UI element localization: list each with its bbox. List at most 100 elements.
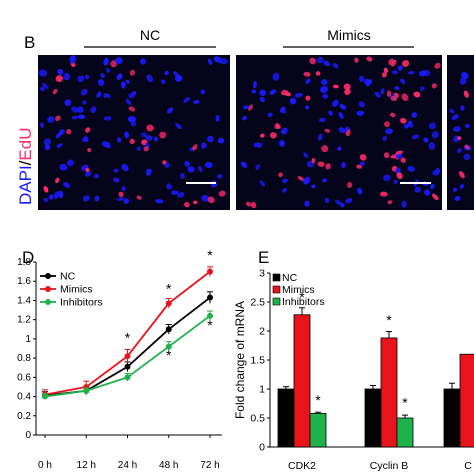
dapi-nucleus [407, 165, 415, 172]
dapi-nucleus [115, 57, 123, 65]
edu-nucleus [309, 57, 316, 65]
x-tick-label-d: 48 h [159, 460, 178, 471]
dapi-nucleus [289, 97, 297, 105]
dapi-nucleus [71, 106, 79, 113]
dapi-edu-label: DAPI/EdU [16, 128, 35, 206]
edu-nucleus [129, 69, 136, 76]
data-point-nc [124, 363, 131, 370]
bar-mimics [459, 353, 474, 448]
dapi-nucleus [55, 132, 62, 139]
dapi-nucleus [383, 174, 391, 182]
dapi-nucleus [359, 161, 366, 166]
dapi-nucleus [69, 55, 77, 64]
edu-nucleus [359, 154, 367, 161]
edu-nucleus [386, 90, 392, 97]
edu-nucleus [321, 145, 329, 153]
dapi-nucleus [71, 115, 79, 120]
x-tick-label-d: 0 h [38, 460, 52, 471]
dapi-nucleus [154, 136, 158, 142]
x-tick-label-d: 24 h [118, 460, 137, 471]
significance-star-d: * [166, 281, 172, 297]
dapi-nucleus [423, 137, 429, 143]
dapi-nucleus [56, 143, 63, 148]
dapi-nucleus [322, 178, 328, 183]
dapi-nucleus [201, 195, 210, 202]
dapi-nucleus [145, 135, 153, 141]
data-point-mimics [165, 300, 172, 307]
edu-nucleus [396, 172, 403, 179]
significance-star-e: * [315, 392, 321, 408]
legend-marker-d [45, 299, 51, 305]
cells-nc [38, 55, 228, 208]
nc-group-label: NC [140, 27, 160, 43]
edu-label: EdU [16, 128, 35, 161]
legend-swatch-e [272, 285, 281, 294]
dapi-nucleus [193, 99, 200, 105]
dapi-nucleus [454, 195, 461, 201]
data-point-inhibitors [42, 393, 48, 400]
dapi-nucleus [380, 88, 385, 95]
edu-nucleus [464, 144, 470, 150]
edu-nucleus [52, 88, 58, 95]
edu-nucleus [463, 90, 469, 98]
dapi-nucleus [257, 142, 263, 149]
edu-nucleus [159, 131, 167, 139]
dapi-nucleus [207, 58, 213, 66]
dapi-nucleus [304, 176, 311, 184]
edu-nucleus [129, 138, 135, 145]
edu-nucleus [401, 93, 409, 102]
dapi-nucleus [116, 73, 123, 80]
data-point-nc [207, 294, 213, 301]
edu-nucleus [269, 132, 277, 139]
category-label-e: Cyclin B [370, 460, 409, 472]
y-tick-label-e: 0.5 [250, 413, 265, 425]
y-tick-label-e: 3 [259, 268, 265, 280]
edu-nucleus [43, 185, 49, 193]
dapi-nucleus [176, 192, 185, 198]
dapi-nucleus [423, 189, 431, 196]
dapi-nucleus [449, 108, 455, 114]
dapi-nucleus [136, 146, 142, 151]
edu-nucleus [311, 157, 316, 164]
y-tick-label-e: 2.5 [250, 297, 265, 309]
edu-nucleus [383, 67, 389, 74]
dapi-nucleus [47, 116, 55, 124]
edu-nucleus [278, 172, 283, 178]
dapi-nucleus [44, 144, 51, 151]
dapi-nucleus [83, 135, 89, 142]
y-tick-label-e: 1 [259, 384, 265, 396]
dapi-nucleus [281, 127, 288, 135]
dapi-nucleus [125, 98, 132, 106]
dapi-nucleus [167, 107, 174, 114]
edu-nucleus [413, 91, 420, 97]
dapi-nucleus [408, 70, 415, 75]
dapi-nucleus [121, 81, 126, 89]
dapi-nucleus [255, 164, 261, 171]
edu-nucleus [390, 95, 398, 102]
dapi-nucleus [128, 93, 135, 99]
dapi-nucleus [93, 173, 100, 179]
dapi-nucleus [77, 106, 84, 113]
edu-nucleus [218, 190, 226, 197]
dapi-nucleus [341, 161, 346, 169]
dapi-nucleus [374, 91, 381, 98]
dapi-nucleus [57, 68, 64, 75]
dapi-nucleus [259, 96, 266, 103]
dapi-nucleus [356, 110, 365, 116]
dapi-nucleus [200, 89, 206, 95]
dapi-nucleus [82, 100, 87, 105]
dapi-nucleus [321, 85, 329, 92]
dapi-nucleus [53, 191, 60, 199]
dapi-nucleus [460, 105, 465, 111]
dapi-nucleus [187, 166, 195, 173]
dapi-nucleus [251, 89, 257, 94]
dapi-nucleus [63, 72, 70, 81]
dapi-nucleus [116, 196, 125, 201]
dapi-nucleus [280, 139, 285, 146]
edu-nucleus [275, 123, 280, 128]
micrograph-mimics [236, 55, 442, 210]
edu-nucleus [400, 157, 406, 163]
dapi-nucleus [66, 159, 74, 167]
edu-nucleus [354, 57, 359, 63]
